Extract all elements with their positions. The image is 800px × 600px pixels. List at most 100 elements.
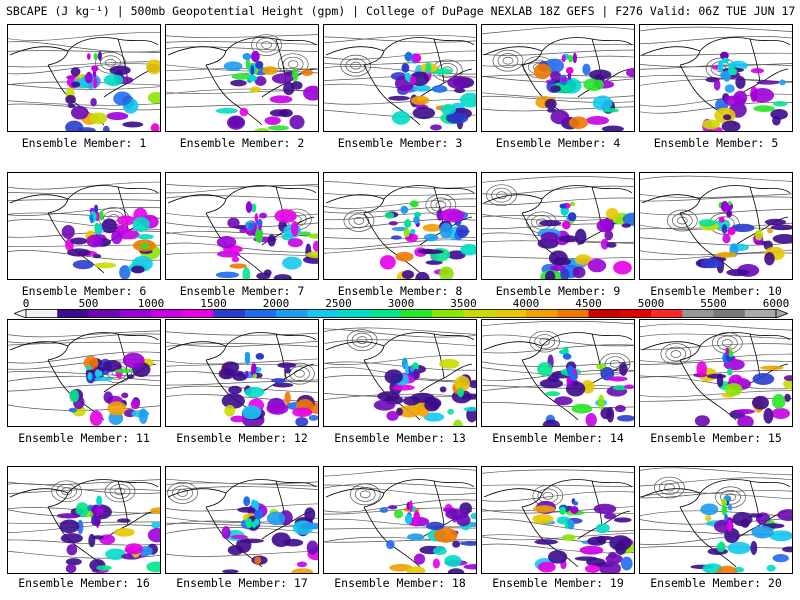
height-center-contour [350,61,362,70]
height-contour [324,65,476,75]
cape-cell [146,59,160,75]
height-contour [482,49,634,56]
height-contour [640,353,792,363]
cape-cell [408,375,412,380]
cape-cell [384,212,395,219]
cape-cell [600,238,609,250]
cape-cell [291,81,303,90]
cape-cell [600,407,612,420]
cape-cell [711,65,720,70]
cape-cell [723,95,746,106]
cape-cell [532,514,554,525]
height-contour [166,41,318,45]
cape-cell [92,516,101,527]
ensemble-member-label: Ensemble Member: 6 [21,284,147,298]
ensemble-member-label: Ensemble Member: 15 [650,431,782,445]
cape-cell [373,399,396,411]
cape-cell [308,233,318,239]
height-contour [482,74,634,78]
height-contour [482,334,634,347]
cape-cell [407,533,425,541]
ensemble-member-label: Ensemble Member: 19 [492,576,624,590]
colorbar-segment [88,309,121,318]
cape-cell [254,556,262,565]
cape-cell [717,60,724,73]
cape-cell [223,61,243,71]
cape-cell [716,542,726,553]
cape-cell [456,224,469,238]
colorbar-segment [557,309,589,318]
cape-cell [221,393,245,409]
cape-cell [95,505,105,516]
cape-cell [105,548,126,560]
cape-cell [454,87,466,94]
height-contour [482,176,634,183]
cape-cell [271,73,294,84]
height-contour [8,83,160,90]
cape-shading [218,351,318,426]
cape-cell [72,259,94,270]
height-contour [166,104,318,108]
cape-cell [552,257,572,266]
cape-cell [251,499,257,509]
height-contours [324,181,476,254]
cape-cell [764,218,786,226]
cape-cell [391,226,408,232]
height-center-contour [167,482,198,504]
cape-cell [305,251,318,259]
cape-cell [409,365,414,373]
cape-cell [244,351,251,358]
height-contour [166,183,318,188]
cape-cell [452,419,463,426]
height-contour [8,181,160,190]
cape-cell [401,63,410,73]
cape-cell [724,84,735,93]
height-contour [8,341,160,346]
colorbar-tick-label: 2000 [262,297,290,310]
height-contour [482,369,634,381]
cape-cell [599,561,621,573]
cape-cell [558,235,578,243]
ensemble-member-label: Ensemble Member: 14 [492,431,624,445]
cape-cell [117,215,136,226]
cape-shading [65,50,160,131]
cape-cell [272,382,294,388]
cape-cell [622,212,634,226]
cape-cell [94,262,117,269]
height-contour [482,344,634,354]
height-contour [166,88,318,95]
cape-cell [625,67,634,78]
height-contour [324,339,476,347]
cape-shading [695,201,792,277]
cape-cell [94,222,100,234]
height-contour [640,390,792,398]
cape-cell [613,517,632,523]
height-contour [166,550,318,557]
cape-cell [431,85,448,93]
cape-cell [447,408,454,415]
cape-cell [404,362,409,375]
colorbar-tick-label: 4000 [512,297,540,310]
height-center-contour [529,330,561,353]
ensemble-member-map [323,319,477,427]
cape-cell [596,219,613,233]
colorbar-tick-label: 5500 [700,297,727,310]
cape-cell [306,540,318,555]
cape-cell [544,98,557,109]
height-center-contour [348,213,370,229]
colorbar-segment [494,309,527,318]
cape-cell [271,378,287,383]
cape-cell [720,51,729,60]
cape-cell [146,561,160,573]
colorbar-tick-label: 500 [78,297,99,310]
cape-cell [463,564,476,570]
cape-cell [125,543,144,555]
colorbar-segment [182,309,214,318]
cape-cell [390,235,402,240]
cape-cell [277,362,297,369]
ensemble-member-map [7,319,161,427]
cape-cell [409,75,417,85]
cape-shading [379,500,476,573]
ensemble-member-label: Ensemble Member: 18 [334,576,466,590]
cape-cell [727,227,736,236]
